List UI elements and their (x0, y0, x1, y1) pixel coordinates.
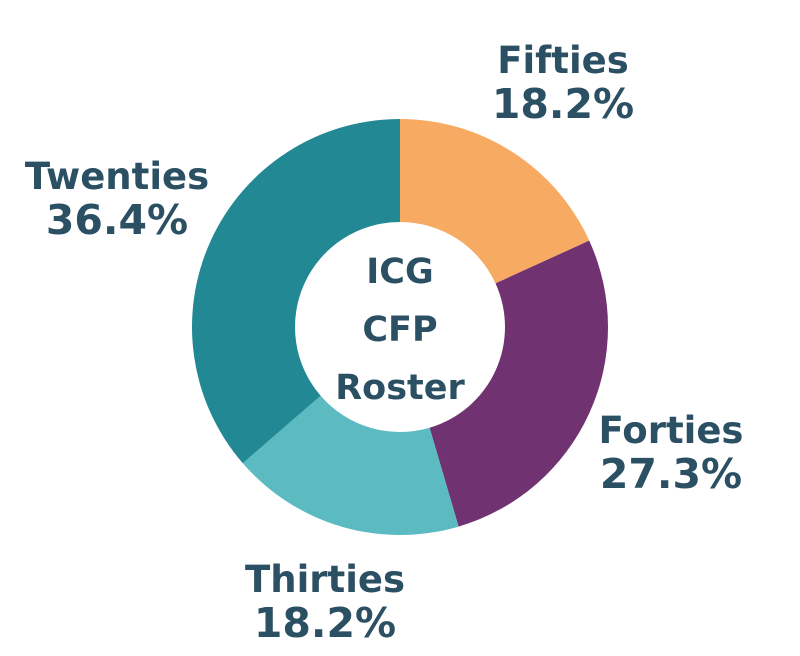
center-label-line-1: ICG (366, 252, 433, 292)
slice-value-fifties: 18.2% (492, 80, 634, 128)
slice-value-thirties: 18.2% (254, 599, 396, 647)
center-label-line-3: Roster (335, 368, 465, 408)
slice-forties (429, 240, 608, 527)
slice-label-thirties: Thirties (245, 558, 405, 601)
slice-value-twenties: 36.4% (46, 196, 188, 244)
center-label-line-2: CFP (362, 310, 437, 350)
slice-twenties (192, 119, 400, 464)
slices (192, 119, 608, 535)
slice-thirties (242, 395, 459, 535)
slice-value-forties: 27.3% (600, 450, 742, 498)
slice-fifties (400, 119, 590, 284)
slice-label-fifties: Fifties (497, 39, 629, 82)
slice-label-forties: Forties (599, 409, 744, 452)
slice-label-twenties: Twenties (25, 155, 209, 198)
